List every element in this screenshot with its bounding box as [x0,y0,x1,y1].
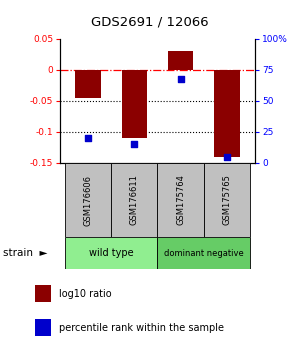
Text: GSM175765: GSM175765 [223,175,232,225]
Bar [214,70,240,156]
Text: dominant negative: dominant negative [164,249,244,258]
Bar [158,163,204,237]
Text: GSM176611: GSM176611 [130,175,139,225]
Bar [75,70,100,98]
Text: GDS2691 / 12066: GDS2691 / 12066 [91,15,209,28]
Text: GSM175764: GSM175764 [176,175,185,225]
Text: percentile rank within the sample: percentile rank within the sample [59,323,224,333]
Bar [64,237,158,269]
Bar [111,163,158,237]
Point [85,135,90,141]
Point [132,141,137,147]
Text: strain  ►: strain ► [3,248,47,258]
Bar [122,70,147,138]
Bar [35,319,51,336]
Bar [64,163,111,237]
Bar [168,51,194,70]
Text: GSM176606: GSM176606 [83,175,92,225]
Text: wild type: wild type [89,248,134,258]
Point [178,76,183,81]
Text: log10 ratio: log10 ratio [59,289,112,299]
Point [225,154,230,159]
Bar [204,163,250,237]
Bar [35,285,51,302]
Bar [158,237,250,269]
